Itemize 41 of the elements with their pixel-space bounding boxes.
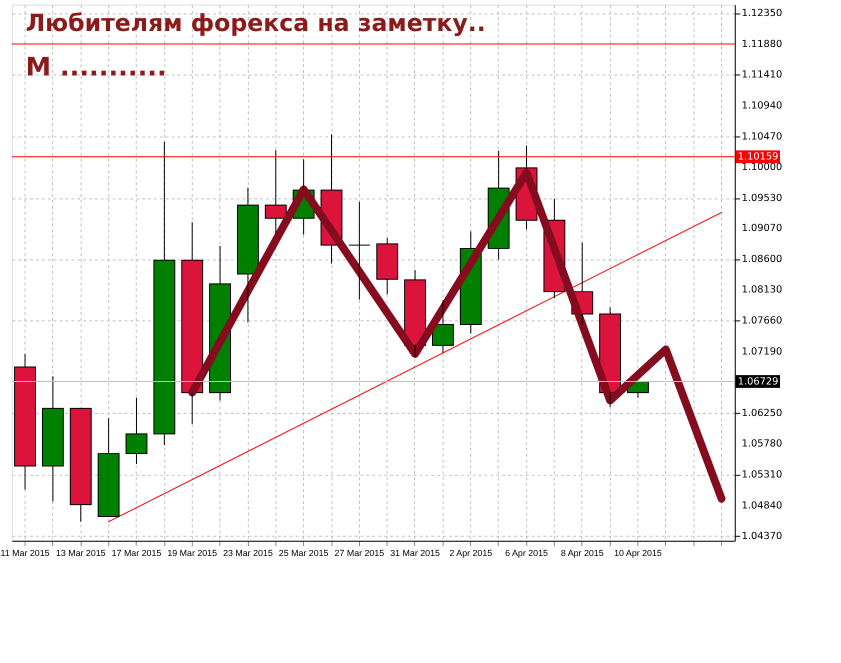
y-tick-label: 1.10000 — [742, 162, 782, 174]
y-tick-label: 1.09070 — [742, 223, 782, 234]
x-tick-label: 11 Mar 2015 — [0, 548, 50, 558]
candlestick — [42, 376, 64, 502]
x-tick-label: 19 Mar 2015 — [167, 548, 218, 558]
ref-line-label: 1.06729 — [738, 376, 778, 388]
x-tick-label: 2 Apr 2015 — [449, 548, 492, 558]
y-tick-label: 1.07190 — [742, 346, 782, 358]
candlestick — [236, 186, 259, 323]
y-tick-label: 1.07660 — [742, 315, 782, 326]
x-tick-label: 23 Mar 2015 — [223, 548, 273, 558]
y-tick-label: 1.11880 — [742, 38, 782, 50]
y-tick-label: 1.08600 — [742, 254, 782, 265]
x-tick-label: 17 Mar 2015 — [112, 548, 162, 558]
x-tick-label: 10 Apr 2015 — [614, 548, 662, 558]
y-tick-label: 1.11410 — [742, 70, 782, 81]
candlestick — [432, 300, 454, 354]
y-tick-label: 1.05780 — [742, 438, 782, 450]
chart-title: Любителям форекса на заметку.. — [26, 9, 486, 38]
x-tick-label: 6 Apr 2015 — [505, 548, 548, 558]
y-tick-label: 1.12350 — [742, 8, 782, 20]
x-tick-label: 8 Apr 2015 — [560, 548, 604, 558]
x-tick-label: 31 Mar 2015 — [390, 548, 440, 558]
y-tick-label: 1.04370 — [742, 531, 782, 542]
x-tick-label: 13 Mar 2015 — [56, 548, 106, 558]
y-tick-label: 1.08130 — [742, 284, 782, 296]
y-tick-label: 1.09530 — [742, 192, 782, 204]
y-tick-label: 1.10940 — [742, 100, 782, 112]
y-tick-label: 1.05310 — [742, 469, 782, 480]
ref-line-label: 1.10159 — [738, 152, 778, 163]
candlestick — [348, 201, 370, 300]
candlestick — [14, 353, 36, 490]
text: М ........... — [26, 52, 167, 82]
candlestick — [126, 397, 148, 465]
x-tick-label: 27 Mar 2015 — [334, 548, 384, 558]
candlestick — [376, 237, 398, 295]
candlestick — [264, 150, 287, 234]
x-tick-label: 25 Mar 2015 — [278, 548, 329, 558]
y-tick-label: 1.04840 — [742, 500, 782, 512]
y-tick-label: 1.06250 — [742, 408, 782, 419]
y-tick-label: 1.10470 — [742, 131, 782, 142]
